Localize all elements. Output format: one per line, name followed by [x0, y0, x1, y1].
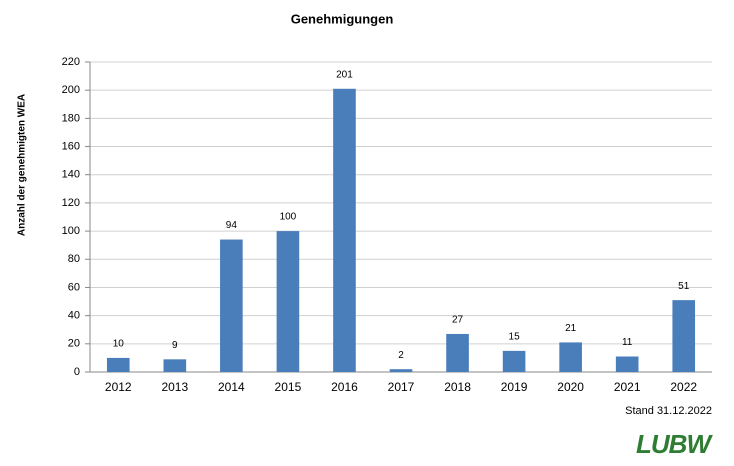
data-label: 100 [280, 212, 297, 223]
x-tick-label: 2015 [275, 380, 302, 394]
bar [106, 357, 130, 372]
y-tick-label: 0 [74, 366, 80, 378]
y-tick-label: 80 [68, 253, 80, 265]
bar [276, 231, 300, 372]
y-tick-label: 100 [62, 225, 80, 237]
data-label: 9 [172, 340, 178, 351]
bar [615, 356, 639, 372]
bar [333, 88, 356, 372]
data-label: 201 [336, 69, 353, 80]
y-tick-label: 160 [62, 140, 80, 152]
x-tick-label: 2020 [557, 380, 584, 394]
y-tick-label: 120 [62, 197, 80, 209]
x-tick-label: 2019 [501, 380, 528, 394]
data-label: 11 [622, 337, 633, 348]
y-tick-label: 180 [62, 112, 80, 124]
data-label: 15 [509, 332, 521, 343]
x-tick-label: 2018 [444, 380, 471, 394]
data-label: 51 [678, 281, 690, 292]
y-tick-label: 200 [62, 84, 80, 96]
bar [163, 359, 187, 372]
y-tick-label: 60 [68, 281, 80, 293]
y-tick-label: 40 [68, 310, 80, 322]
y-tick-label: 220 [62, 56, 80, 68]
bar [389, 369, 413, 372]
x-tick-label: 2022 [670, 380, 697, 394]
x-tick-label: 2021 [614, 380, 641, 394]
x-tick-label: 2013 [161, 380, 188, 394]
annotation: Stand 31.12.2022 [625, 405, 712, 417]
y-tick-label: 140 [62, 169, 80, 181]
x-tick-label: 2012 [105, 380, 132, 394]
x-tick-label: 2017 [388, 380, 415, 394]
y-axis-label: Anzahl der genehmigten WEA [17, 94, 28, 236]
bar [672, 300, 696, 372]
bar [559, 342, 582, 372]
x-tick-label: 2014 [218, 380, 245, 394]
chart-title: Genehmigungen [291, 11, 394, 26]
logo: LUBW [636, 429, 713, 459]
bar [446, 333, 469, 372]
data-label: 10 [113, 339, 125, 350]
bar [502, 350, 526, 372]
y-tick-label: 20 [68, 338, 80, 350]
bar [220, 239, 243, 372]
data-label: 21 [565, 323, 577, 334]
data-label: 94 [226, 220, 238, 231]
x-tick-label: 2016 [331, 380, 358, 394]
data-label: 27 [452, 315, 464, 326]
data-label: 2 [398, 350, 404, 361]
